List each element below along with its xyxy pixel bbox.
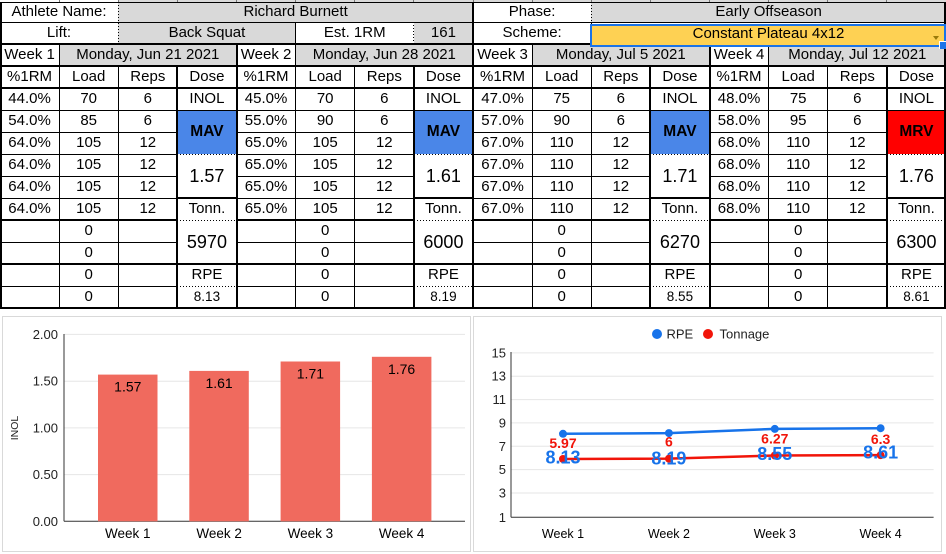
svg-text:6.27: 6.27	[761, 431, 788, 447]
svg-text:11: 11	[493, 392, 507, 407]
svg-text:13: 13	[492, 369, 506, 384]
svg-text:8.61: 8.61	[863, 442, 898, 462]
svg-text:1.76: 1.76	[388, 361, 415, 377]
svg-text:0.50: 0.50	[33, 467, 58, 482]
svg-text:5.97: 5.97	[549, 435, 576, 451]
svg-text:15: 15	[492, 345, 506, 360]
svg-text:INOL: INOL	[9, 416, 21, 441]
svg-text:6.3: 6.3	[871, 431, 891, 447]
svg-text:1.71: 1.71	[297, 366, 324, 382]
svg-text:Tonnage: Tonnage	[720, 327, 770, 342]
svg-text:3: 3	[499, 486, 506, 501]
svg-text:Week 4: Week 4	[860, 527, 902, 541]
svg-text:7: 7	[499, 439, 506, 454]
svg-text:8.55: 8.55	[757, 444, 792, 464]
svg-text:Week 2: Week 2	[648, 527, 690, 541]
svg-text:6: 6	[665, 434, 673, 450]
svg-text:Week 3: Week 3	[288, 526, 334, 541]
svg-text:8.19: 8.19	[651, 449, 686, 469]
svg-text:0.00: 0.00	[33, 514, 58, 529]
svg-text:1.61: 1.61	[205, 375, 232, 391]
svg-text:1: 1	[499, 510, 506, 525]
svg-text:9: 9	[499, 415, 506, 430]
svg-text:Week 1: Week 1	[105, 526, 151, 541]
svg-text:Week 4: Week 4	[379, 526, 425, 541]
svg-text:2.00: 2.00	[33, 327, 58, 342]
svg-text:1.00: 1.00	[33, 420, 58, 435]
svg-text:1.50: 1.50	[33, 374, 58, 389]
svg-text:RPE: RPE	[667, 327, 694, 342]
svg-text:Week 1: Week 1	[542, 527, 584, 541]
svg-text:Week 3: Week 3	[754, 527, 796, 541]
svg-text:Week 2: Week 2	[196, 526, 242, 541]
svg-text:5: 5	[499, 462, 506, 477]
svg-text:8.13: 8.13	[545, 447, 580, 467]
svg-text:1.57: 1.57	[114, 379, 141, 395]
